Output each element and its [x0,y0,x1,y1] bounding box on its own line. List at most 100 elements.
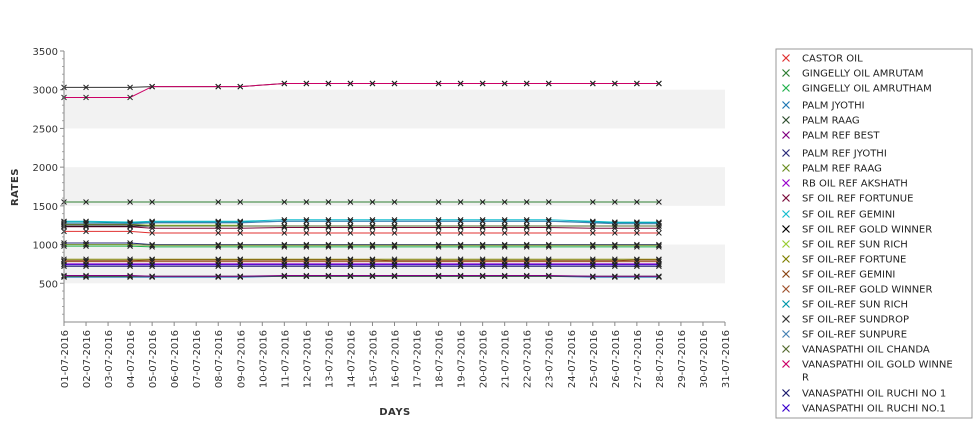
data-point [611,220,618,227]
data-point [435,272,442,279]
data-point [545,230,552,236]
data-point [303,218,310,225]
data-point [149,230,155,236]
data-point [457,273,464,280]
legend-marker [782,116,790,124]
x-tick-label: 08-07-2016 [214,330,225,388]
data-point [634,273,640,280]
data-point [369,261,376,268]
data-point [589,225,596,232]
legend-entry: SF OIL REF GEMINI [802,210,895,221]
data-point [589,274,596,280]
data-point [391,199,398,205]
x-tick-label: 21-07-2016 [501,330,512,388]
data-point [83,273,89,280]
data-point [611,261,618,268]
data-point [523,230,530,236]
x-tick-label: 29-07-2016 [677,330,688,388]
legend-entry: SF OIL-REF SUNPURE [802,330,907,341]
data-point [656,225,662,232]
data-point [215,242,222,249]
legend-entry: SF OIL-REF SUN RICH [802,300,908,311]
series-line [64,275,659,277]
data-point [435,230,442,236]
data-point [479,273,486,280]
data-point [303,80,310,87]
data-point [634,80,640,87]
data-point [457,230,464,236]
data-point [303,261,310,268]
data-point [523,242,530,249]
x-tick-label: 03-07-2016 [104,330,115,388]
data-point [634,225,640,232]
legend-marker [782,225,790,233]
data-point [369,230,376,236]
data-point [83,199,89,205]
legend-marker [782,69,790,77]
data-point [347,218,354,225]
series-line [64,220,659,225]
data-point [479,80,486,87]
data-point [634,256,640,263]
data-point [391,261,398,268]
x-axis-ticks: 01-07-2016 02-07-2016 03-07-2016 04-07-2016… [60,322,732,388]
data-point [391,242,398,249]
series-line [64,242,659,246]
data-point [127,273,133,280]
legend-marker [782,164,790,172]
data-point [369,242,376,249]
data-point [237,261,244,268]
x-tick-label: 15-07-2016 [368,330,379,388]
data-point [369,273,376,280]
data-point [237,273,244,280]
data-point [589,242,596,249]
data-point [391,223,398,229]
data-point [457,242,464,249]
series-line [64,259,659,262]
data-point [281,261,288,268]
data-point [149,242,155,249]
series-layer [61,80,662,280]
data-point [281,273,288,280]
grid-band [64,89,725,129]
data-point [435,199,442,205]
data-point [325,223,332,229]
data-point [325,80,332,87]
series-22 [61,261,662,268]
x-tick-label: 27-07-2016 [633,330,644,388]
legend-marker [782,255,790,263]
data-point [347,261,354,268]
series-line [64,219,659,223]
data-point [523,223,530,229]
data-point [237,83,244,90]
x-tick-label: 16-07-2016 [391,330,402,388]
data-point [501,223,508,229]
data-point [281,242,288,249]
data-point [303,273,310,280]
legend-box [775,48,973,419]
data-point [656,241,662,248]
data-point [545,241,552,248]
legend-entry: GINGELLY OIL AMRUTAM [802,69,923,80]
data-point [281,241,288,248]
data-point [611,273,618,280]
series-line [64,223,659,227]
y-tick-label: 1500 [33,202,58,213]
data-point [501,199,508,205]
data-point [435,218,442,225]
legend-marker [782,179,790,187]
data-point [523,272,530,279]
data-point [325,218,332,225]
data-point [634,199,640,205]
data-point [347,223,354,229]
legend-marker [782,131,790,139]
data-point [589,80,596,87]
grid-band [64,167,725,206]
data-point [391,218,398,225]
y-axis-title: RATES [10,168,21,206]
data-point [457,80,464,87]
legend-marker [782,194,790,202]
x-tick-label: 26-07-2016 [611,330,622,388]
legend-marker [782,330,790,338]
